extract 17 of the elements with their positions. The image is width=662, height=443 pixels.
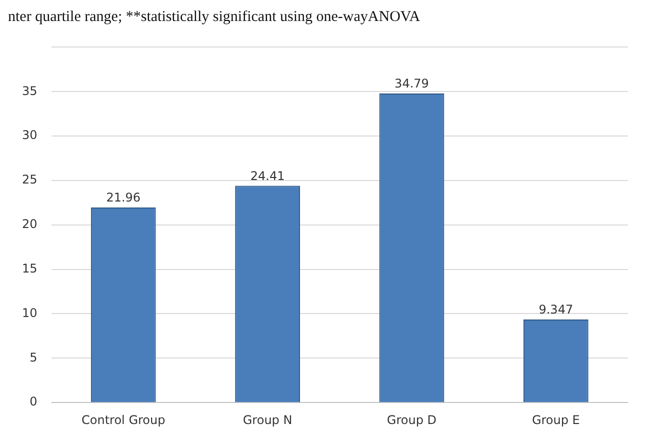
x-tick-label: Group D bbox=[386, 412, 437, 427]
y-tick-label: 0 bbox=[30, 394, 38, 409]
y-tick-label: 25 bbox=[22, 172, 38, 187]
data-label: 21.96 bbox=[106, 190, 141, 205]
y-tick-label: 5 bbox=[30, 350, 38, 364]
y-tick-label: 20 bbox=[22, 217, 38, 232]
x-tick-label: Group N bbox=[242, 412, 292, 427]
text: nter quartile range; **statistically significant using one-wayANOVA bbox=[8, 8, 422, 26]
x-tick-label: Control Group bbox=[81, 412, 166, 427]
data-label: 24.41 bbox=[250, 168, 285, 183]
y-tick-label: 30 bbox=[22, 128, 38, 142]
y-tick-label: 10 bbox=[22, 306, 38, 320]
y-tick-label: 35 bbox=[22, 84, 38, 98]
data-label: 34.79 bbox=[394, 76, 429, 91]
y-tick-label: 15 bbox=[22, 261, 38, 276]
x-tick-label: Group E bbox=[532, 412, 580, 427]
data-label: 9.347 bbox=[538, 302, 574, 317]
